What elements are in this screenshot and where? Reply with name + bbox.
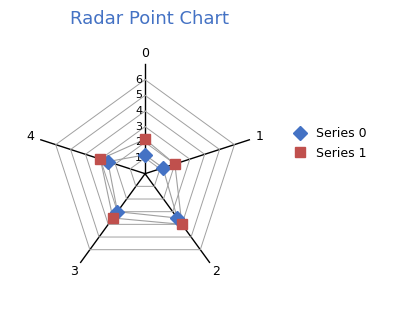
Text: 6: 6 [135,75,142,85]
Legend: Series 0, Series 1: Series 0, Series 1 [289,123,372,165]
Text: 0: 0 [141,47,149,59]
Text: 5: 5 [135,91,142,101]
Text: 1: 1 [135,153,142,163]
Text: 4: 4 [135,106,142,116]
Text: 2: 2 [135,137,142,147]
Text: 1: 1 [256,130,264,143]
Text: 3: 3 [135,122,142,132]
Text: Radar Point Chart: Radar Point Chart [70,10,229,28]
Text: 4: 4 [27,130,34,143]
Text: 3: 3 [70,265,78,278]
Text: 2: 2 [212,265,220,278]
